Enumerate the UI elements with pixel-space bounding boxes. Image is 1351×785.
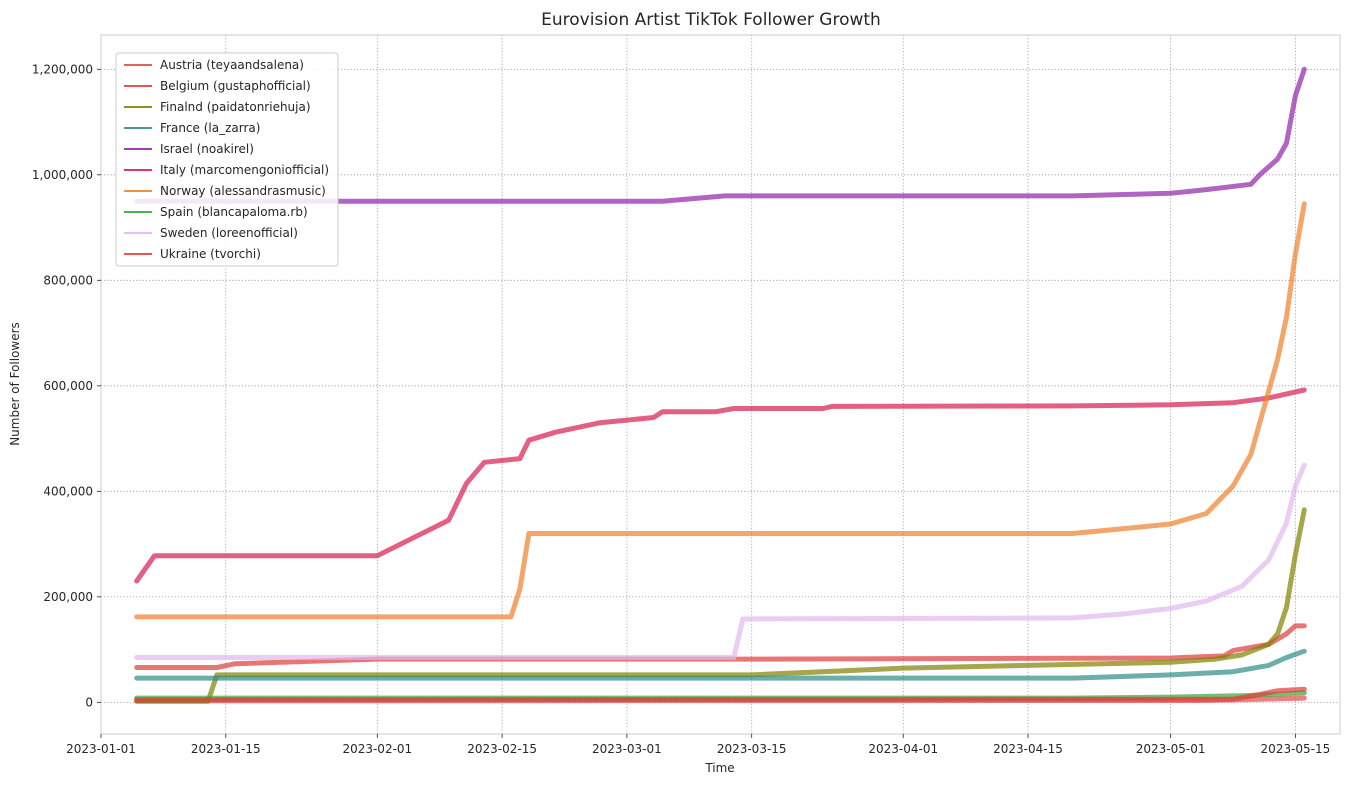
series-line-2 [134,623,1307,670]
x-tick-label: 2023-01-15 [191,742,261,756]
x-tick-label: 2023-04-01 [868,742,938,756]
series-line-3 [134,507,1307,704]
y-tick-label: 0 [85,695,93,709]
y-tick-label: 200,000 [43,590,93,604]
chart-title: Eurovision Artist TikTok Follower Growth [541,10,881,30]
legend-label: Sweden (loreenofficial) [160,226,298,240]
x-tick-label: 2023-04-15 [993,742,1063,756]
legend-label: Ukraine (tvorchi) [160,247,261,261]
x-tick-label: 2023-02-01 [342,742,412,756]
y-tick-label: 400,000 [43,484,93,498]
legend-label: France (la_zarra) [160,121,260,135]
legend-label: Belgium (gustaphofficial) [160,79,311,93]
x-tick-label: 2023-03-15 [717,742,787,756]
series-line-5 [134,66,1307,204]
x-axis: 2023-01-01 2023-01-15 2023-02-01 2023-02-15… [66,734,1330,756]
legend-label: Norway (alessandrasmusic) [160,184,326,198]
x-axis-label: Time [704,761,734,775]
x-tick-label: 2023-01-01 [66,742,136,756]
x-tick-label: 2023-02-15 [467,742,537,756]
y-tick-label: 1,200,000 [32,62,93,76]
x-tick-label: 2023-05-15 [1261,742,1331,756]
legend-label: Austria (teyaandsalena) [160,58,304,72]
legend-label: Spain (blancapaloma.rb) [160,205,308,219]
x-tick-label: 2023-03-01 [592,742,662,756]
legend: Austria (teyaandsalena) Belgium (gustapho… [115,52,339,267]
y-axis: 0 200,000 400,000 600,000 800,000 1,000,000 1,… [32,62,101,709]
series-line-7 [134,201,1307,620]
legend-label: Israel (noakirel) [160,142,254,156]
series-line-6 [134,387,1307,584]
series-lines [134,66,1307,704]
series-line-10 [134,686,1307,703]
y-axis-label: Number of Followers [8,322,22,446]
x-tick-label: 2023-05-01 [1136,742,1206,756]
plot-frame [100,34,1341,735]
legend-label: Italy (marcomengoniofficial) [160,163,329,177]
y-tick-label: 1,000,000 [32,168,93,182]
y-tick-label: 600,000 [43,379,93,393]
y-tick-label: 800,000 [43,273,93,287]
legend-box [115,52,339,267]
series-line-4 [134,648,1307,681]
legend-label: Finalnd (paidatonriehuja) [160,100,311,114]
series-line-9 [134,462,1307,660]
